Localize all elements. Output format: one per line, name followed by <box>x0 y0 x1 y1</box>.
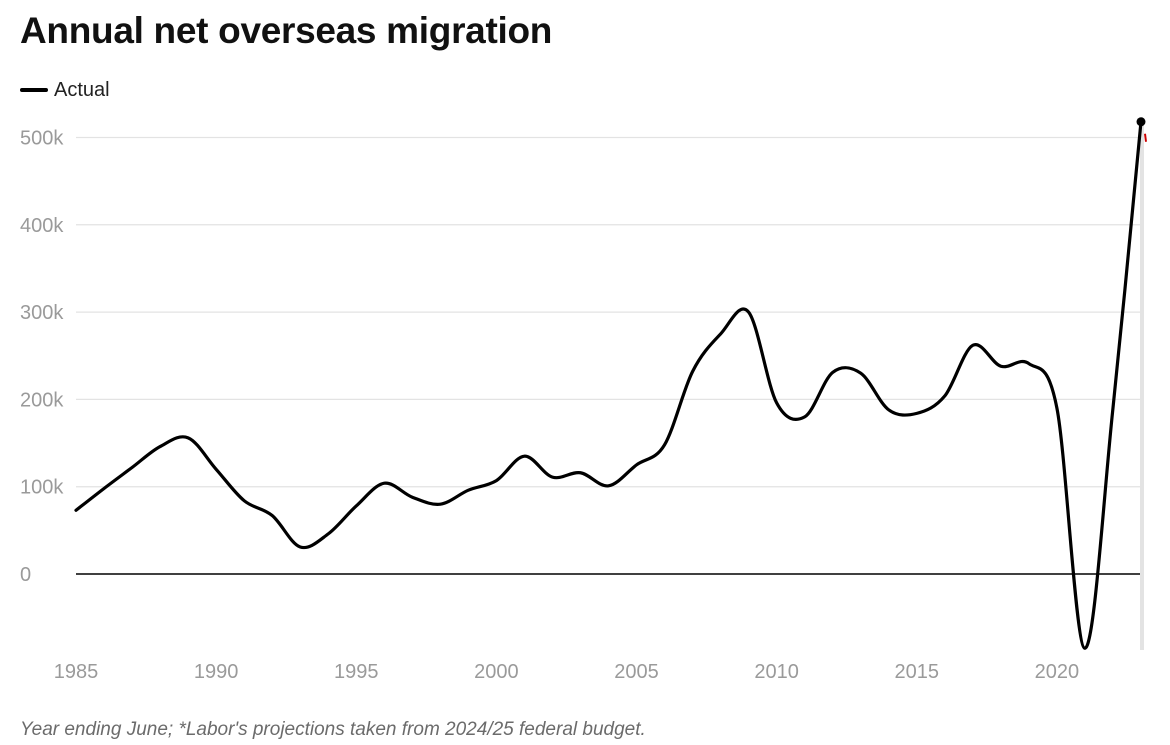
data-point <box>493 478 499 484</box>
legend: Actual <box>20 78 110 102</box>
data-point <box>325 531 331 537</box>
data-point <box>353 503 359 509</box>
data-point <box>886 407 892 413</box>
data-point <box>241 498 247 504</box>
data-point <box>465 487 471 493</box>
data-point <box>549 474 555 480</box>
data-point <box>381 480 387 486</box>
y-axis-labels: 0 100k 200k 300k 400k 500k <box>20 127 64 586</box>
y-tick-label: 400k <box>20 215 64 237</box>
x-tick-label: 2015 <box>895 661 940 683</box>
y-tick-label: 100k <box>20 477 64 499</box>
series-layer <box>73 117 1147 651</box>
data-point <box>1026 361 1032 367</box>
x-tick-label: 2020 <box>1035 661 1080 683</box>
data-point <box>213 466 219 472</box>
x-tick-label: 1985 <box>54 661 99 683</box>
chart-title: Annual net overseas migration <box>20 10 553 51</box>
data-point <box>690 368 696 374</box>
data-point <box>662 442 668 448</box>
data-point <box>1054 405 1060 411</box>
series-endpoint-actual <box>1136 117 1146 127</box>
data-point <box>1110 405 1116 411</box>
data-point <box>998 363 1004 369</box>
data-point <box>774 400 780 406</box>
data-point <box>185 435 191 441</box>
data-point <box>914 410 920 416</box>
gridlines <box>76 125 1144 650</box>
footnote: Year ending June; *Labor's projections t… <box>20 719 646 740</box>
data-point <box>858 370 864 376</box>
x-axis-labels: 1985 1990 1995 2000 2005 2010 2015 2020 <box>54 661 1079 683</box>
x-tick-label: 2005 <box>614 661 659 683</box>
data-point <box>73 507 79 513</box>
series-line-actual <box>74 120 1143 650</box>
legend-label-actual: Actual <box>54 78 110 101</box>
data-point <box>521 453 527 459</box>
data-point <box>157 444 163 450</box>
data-point <box>802 414 808 420</box>
data-point <box>970 342 976 348</box>
data-point <box>942 393 948 399</box>
projection-marker <box>1144 133 1147 142</box>
data-point <box>269 513 275 519</box>
data-point <box>718 331 724 337</box>
data-point <box>437 501 443 507</box>
data-point <box>634 462 640 468</box>
x-tick-label: 2010 <box>754 661 799 683</box>
data-point <box>830 369 836 375</box>
legend-swatch-actual <box>20 88 48 92</box>
y-tick-label: 0 <box>20 564 31 586</box>
data-point <box>129 465 135 471</box>
y-tick-label: 300k <box>20 302 64 324</box>
x-tick-label: 1990 <box>194 661 239 683</box>
data-point <box>577 470 583 476</box>
data-point <box>1082 645 1088 651</box>
data-point <box>409 494 415 500</box>
y-tick-label: 500k <box>20 127 64 149</box>
y-tick-label: 200k <box>20 389 64 411</box>
data-point <box>746 309 752 315</box>
data-point <box>606 483 612 489</box>
data-point <box>297 544 303 550</box>
data-point <box>101 485 107 491</box>
x-tick-label: 2000 <box>474 661 519 683</box>
x-tick-label: 1995 <box>334 661 379 683</box>
